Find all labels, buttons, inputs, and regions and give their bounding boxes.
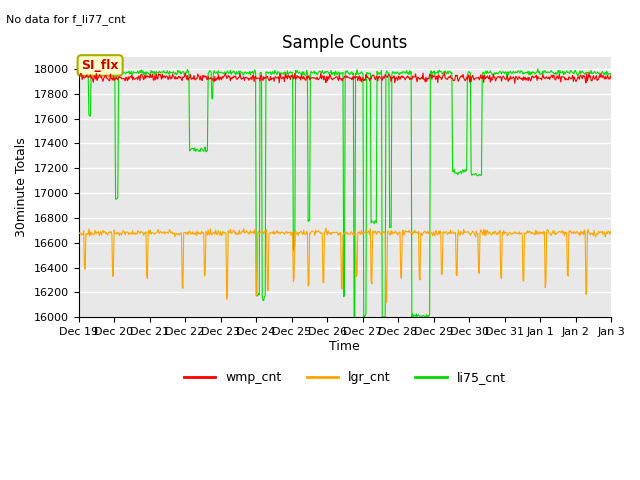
Text: No data for f_li77_cnt: No data for f_li77_cnt	[6, 14, 126, 25]
X-axis label: Time: Time	[330, 340, 360, 353]
Y-axis label: 30minute Totals: 30minute Totals	[15, 137, 28, 237]
Legend: wmp_cnt, lgr_cnt, li75_cnt: wmp_cnt, lgr_cnt, li75_cnt	[179, 366, 511, 389]
Text: SI_flx: SI_flx	[81, 59, 119, 72]
Title: Sample Counts: Sample Counts	[282, 34, 408, 52]
